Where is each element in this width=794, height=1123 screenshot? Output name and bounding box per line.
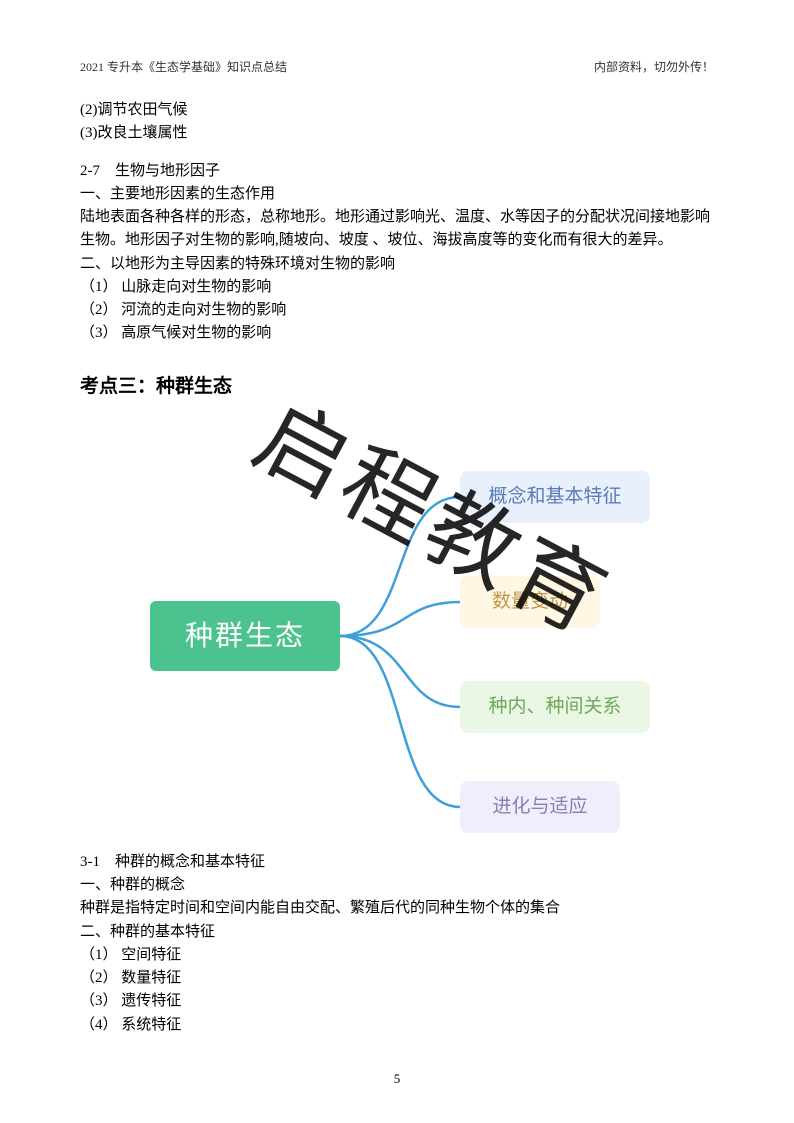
list-item: （3） 遗传特征 bbox=[80, 990, 714, 1013]
leaf-node-4: 进化与适应 bbox=[460, 781, 620, 833]
heading-3: 考点三：种群生态 bbox=[80, 372, 714, 401]
leaf-node-3: 种内、种间关系 bbox=[460, 681, 650, 733]
leaf-node-2: 数量变动 bbox=[460, 576, 600, 628]
list-item: (2)调节农田气候 bbox=[80, 99, 714, 122]
subheading: 二、种群的基本特征 bbox=[80, 921, 714, 944]
header-right: 内部资料，切勿外传！ bbox=[594, 58, 714, 75]
connector bbox=[340, 602, 460, 636]
list-item: （1） 空间特征 bbox=[80, 944, 714, 967]
leaf-node-1: 概念和基本特征 bbox=[460, 471, 650, 523]
connector bbox=[340, 497, 460, 636]
subheading: 一、主要地形因素的生态作用 bbox=[80, 183, 714, 206]
list-item: （1） 山脉走向对生物的影响 bbox=[80, 276, 714, 299]
list-item: （4） 系统特征 bbox=[80, 1014, 714, 1037]
page-number: 5 bbox=[0, 1071, 794, 1087]
section-title: 3-1 种群的概念和基本特征 bbox=[80, 851, 714, 874]
page-header: 2021 专升本《生态学基础》知识点总结 内部资料，切勿外传！ bbox=[80, 58, 714, 75]
list-item: （3） 高原气候对生物的影响 bbox=[80, 322, 714, 345]
list-item: (3)改良土壤属性 bbox=[80, 122, 714, 145]
connector bbox=[340, 636, 460, 807]
center-node: 种群生态 bbox=[150, 601, 340, 671]
paragraph: 种群是指特定时间和空间内能自由交配、繁殖后代的同种生物个体的集合 bbox=[80, 897, 714, 920]
header-left: 2021 专升本《生态学基础》知识点总结 bbox=[80, 58, 287, 75]
mindmap-diagram: 种群生态 概念和基本特征 数量变动 种内、种间关系 进化与适应 启程教育 bbox=[80, 411, 714, 831]
list-item: （2） 河流的走向对生物的影响 bbox=[80, 299, 714, 322]
paragraph: 陆地表面各种各样的形态，总称地形。地形通过影响光、温度、水等因子的分配状况间接地… bbox=[80, 206, 714, 253]
subheading: 二、以地形为主导因素的特殊环境对生物的影响 bbox=[80, 253, 714, 276]
connector bbox=[340, 636, 460, 707]
body-content: (2)调节农田气候 (3)改良土壤属性 2-7 生物与地形因子 一、主要地形因素… bbox=[80, 99, 714, 1037]
section-title: 2-7 生物与地形因子 bbox=[80, 160, 714, 183]
list-item: （2） 数量特征 bbox=[80, 967, 714, 990]
subheading: 一、种群的概念 bbox=[80, 874, 714, 897]
